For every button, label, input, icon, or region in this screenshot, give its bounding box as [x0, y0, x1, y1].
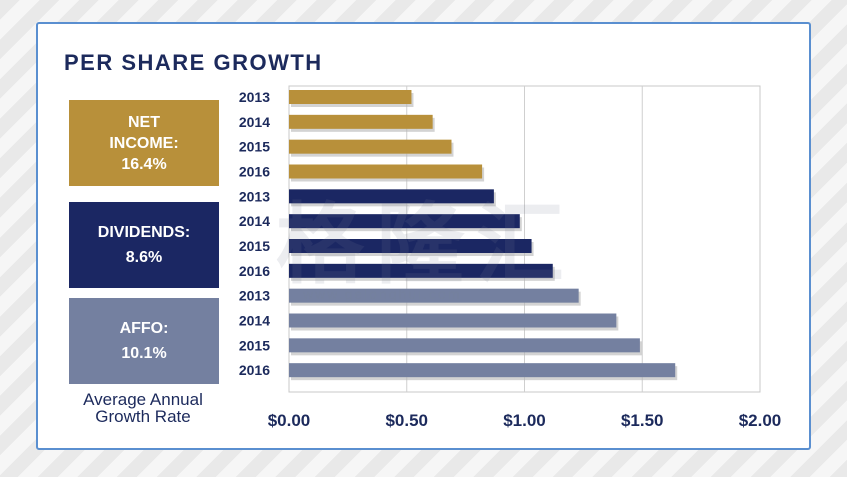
x-tick-label: $1.00	[503, 411, 546, 430]
bar-dividends-2016	[289, 263, 553, 278]
net-income-growth-rate: 16.4%	[121, 155, 167, 173]
y-tick-label: 2015	[239, 337, 270, 353]
y-tick-label: 2014	[239, 114, 270, 130]
x-tick-label: $0.50	[385, 411, 428, 430]
bar-net-income-2015	[289, 139, 452, 154]
dividends-growth-box: DIVIDENDS: 8.6%	[69, 202, 219, 288]
y-tick-label: 2014	[239, 213, 270, 229]
bar-affo-2015	[289, 338, 640, 353]
chart-title: PER SHARE GROWTH	[64, 50, 323, 75]
y-tick-label: 2016	[239, 263, 270, 279]
bar-dividends-2014	[289, 214, 520, 229]
watermark-text: 格隆汇	[276, 195, 577, 294]
bar-net-income-2013	[289, 90, 412, 104]
caption-line-2: Growth Rate	[95, 407, 191, 426]
affo-growth-box: AFFO: 10.1%	[69, 298, 219, 384]
affo-label: AFFO:	[119, 320, 169, 337]
y-tick-label: 2016	[239, 164, 270, 180]
affo-growth-rate: 10.1%	[121, 345, 167, 362]
y-tick-label: 2015	[239, 139, 270, 155]
caption-line-1: Average Annual	[83, 390, 203, 409]
y-tick-label: 2016	[239, 362, 270, 378]
y-tick-label: 2013	[239, 188, 270, 204]
net-income-label-line-1: NET	[128, 113, 160, 131]
net-income-label-line-2: INCOME:	[109, 134, 179, 152]
bar-affo-2013	[289, 288, 579, 303]
bar-affo-2016	[289, 363, 676, 378]
bar-net-income-2016	[289, 164, 483, 179]
x-tick-label: $1.50	[621, 411, 664, 430]
bar-dividends-2015	[289, 239, 532, 253]
x-tick-label: $0.00	[268, 411, 311, 430]
watermark-url: www.gelonghui.com	[303, 286, 462, 302]
bar-affo-2014	[289, 313, 617, 328]
y-tick-label: 2015	[239, 238, 270, 254]
dividends-label: DIVIDENDS:	[97, 224, 191, 241]
bar-chart: $0.00 $0.50 $1.00 $1.50 $2.00 2013 2014 2015 201…	[239, 85, 782, 430]
bar-net-income-2014	[289, 114, 433, 129]
y-tick-label: 2014	[239, 313, 270, 329]
net-income-growth-box: NET INCOME: 16.4%	[69, 100, 219, 186]
y-tick-label: 2013	[239, 288, 270, 304]
chart-card: PER SHARE GROWTH NET INCOME: 16.4% DIVID…	[36, 22, 811, 450]
average-annual-growth-rate-caption: Average Annual Growth Rate	[60, 391, 226, 425]
bar-dividends-2013	[289, 189, 494, 204]
dividends-growth-rate: 8.6%	[125, 249, 163, 266]
x-tick-label: $2.00	[739, 411, 782, 430]
y-tick-label: 2013	[239, 89, 270, 105]
